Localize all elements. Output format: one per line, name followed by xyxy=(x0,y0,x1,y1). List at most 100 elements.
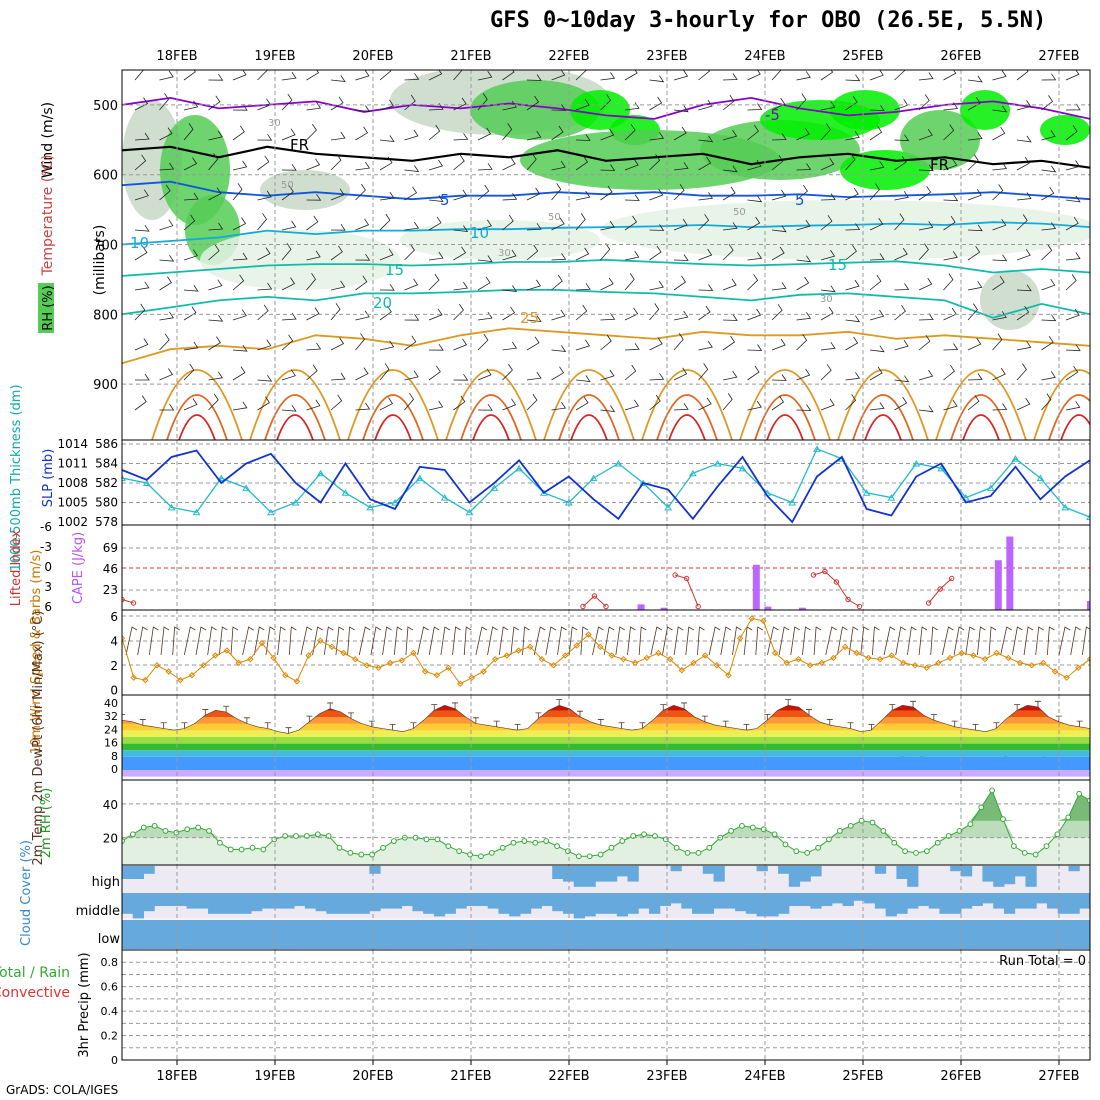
upper-wind-barb xyxy=(355,161,371,171)
cape-plot xyxy=(122,536,1090,610)
upper-wind-barb xyxy=(134,246,148,261)
rh-point xyxy=(1065,814,1072,821)
cloud-bar-middle xyxy=(885,893,897,917)
cloud-bar-high xyxy=(1068,866,1080,872)
surface-wind-barb xyxy=(1058,626,1071,656)
upper-wind-barb xyxy=(428,159,444,171)
cloud-bar-low xyxy=(562,920,575,949)
upper-wind-barb xyxy=(624,124,636,141)
upper-wind-barb xyxy=(1065,252,1081,261)
temp-band xyxy=(122,750,1090,757)
y-tick-label: 0.2 xyxy=(101,1030,119,1043)
rh-point xyxy=(749,824,756,831)
upper-wind-barb xyxy=(747,195,763,203)
rh-point xyxy=(543,838,550,844)
y-axis-label-cape: CAPE (J/kg) xyxy=(71,532,86,604)
cloud-bar-high xyxy=(982,866,994,882)
wind-speed-point xyxy=(748,615,755,622)
wind-speed-point xyxy=(841,643,849,651)
surface-wind-barb xyxy=(988,626,997,656)
cloud-row-label: middle xyxy=(76,904,120,919)
y-tick-label-left: 6 xyxy=(44,600,52,614)
cloud-bar-low xyxy=(143,920,155,949)
warm-contour xyxy=(178,414,216,440)
cloud-bar-middle xyxy=(971,893,983,906)
surface-wind-barb xyxy=(813,626,822,656)
rh-point xyxy=(456,848,463,855)
upper-wind-barb xyxy=(551,401,567,411)
cloud-bar-high xyxy=(122,866,134,879)
upper-wind-barb xyxy=(526,74,542,81)
cloud-bar-low xyxy=(122,920,134,949)
cloud-bar-high xyxy=(552,866,564,879)
contour-label: 10 xyxy=(130,234,149,252)
upper-wind-barb xyxy=(918,185,932,201)
upper-wind-barb xyxy=(232,183,243,201)
thickness-point xyxy=(986,484,995,491)
upper-wind-barb xyxy=(257,304,269,321)
warm-contour xyxy=(852,394,914,440)
upper-wind-barb xyxy=(159,254,175,262)
panel-frame xyxy=(121,949,1091,1061)
rh-area-mid xyxy=(122,790,1090,838)
upper-wind-barb xyxy=(183,100,199,111)
cloud-bar-middle xyxy=(412,893,424,912)
upper-wind-barb xyxy=(600,128,615,141)
upper-wind-barb xyxy=(159,93,169,111)
upper-wind-barb xyxy=(943,251,958,261)
upper-wind-barb xyxy=(796,163,812,171)
surface-wind-barb xyxy=(545,626,557,656)
upper-wind-barb xyxy=(771,374,787,381)
y-tick-label: 32 xyxy=(104,710,118,723)
upper-wind-barb xyxy=(918,72,934,81)
cape-bar xyxy=(798,607,806,610)
upper-wind-barb xyxy=(624,158,639,171)
upper-wind-barb xyxy=(673,218,688,231)
upper-wind-barb xyxy=(330,245,343,261)
upper-wind-barb xyxy=(673,333,684,351)
upper-wind-barb xyxy=(330,280,346,291)
cloud-bar-middle xyxy=(552,893,564,912)
thickness-point xyxy=(614,460,623,467)
cloud-bar-middle xyxy=(509,893,521,917)
cloud-bar-low xyxy=(917,920,930,949)
cloud-bar-low xyxy=(649,920,661,949)
isotherm-5 xyxy=(122,180,1090,201)
cloud-bar-middle xyxy=(380,893,392,909)
rh-point xyxy=(923,848,930,855)
upper-wind-barb xyxy=(1065,160,1081,171)
upper-wind-barb xyxy=(1091,98,1100,110)
rh-point xyxy=(869,819,876,826)
wind-speed-point xyxy=(666,655,674,663)
upper-wind-barb xyxy=(453,395,466,411)
rh-point xyxy=(608,844,615,851)
surface-wind-barb xyxy=(288,626,297,656)
cloud-bar-high xyxy=(143,866,155,874)
rh-point xyxy=(122,838,125,844)
upper-wind-barb xyxy=(918,94,930,111)
rh-point xyxy=(227,846,234,853)
upper-wind-barb xyxy=(820,398,835,411)
y-tick-label-left: 3 xyxy=(44,580,52,594)
upper-wind-barb xyxy=(673,254,689,261)
upper-wind-barb xyxy=(992,254,1008,262)
wind-speed-point xyxy=(900,659,907,667)
rh-point xyxy=(989,787,996,794)
cloud-bar-low xyxy=(1057,920,1069,949)
cloud-bar-low xyxy=(907,920,919,949)
surface-wind-barb xyxy=(440,626,451,656)
grid-lines xyxy=(122,780,1090,865)
x-tick-label-bottom: 24FEB xyxy=(744,1069,785,1084)
upper-wind-barb xyxy=(1041,222,1057,231)
legend-rh-swatch xyxy=(38,283,54,333)
rh-point xyxy=(967,821,974,828)
surface-wind-barb xyxy=(358,626,371,656)
rh-point xyxy=(880,828,887,834)
upper-wind-barb xyxy=(1041,314,1057,322)
upper-wind-barb xyxy=(1016,100,1032,111)
wind-speed-point xyxy=(398,657,406,664)
upper-wind-barb xyxy=(575,283,591,291)
upper-wind-barb xyxy=(257,282,273,291)
y-tick-label-left: 582 xyxy=(95,476,118,490)
upper-wind-barb xyxy=(575,396,589,411)
